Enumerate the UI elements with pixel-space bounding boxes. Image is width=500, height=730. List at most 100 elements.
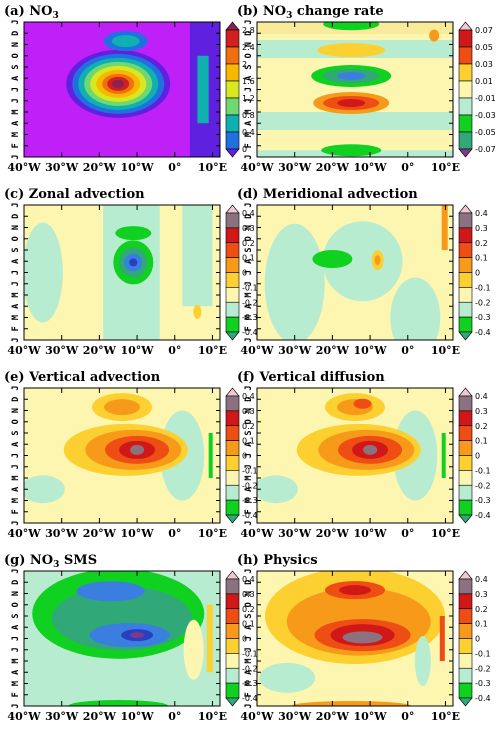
y-tick-label: O — [11, 419, 21, 424]
colorbar-box — [458, 131, 473, 150]
y-tick-label: J — [244, 464, 254, 469]
colorbar-box — [458, 638, 473, 654]
colorbar-h: 0.4 0.3 0.2 0.1 0 -0.1 -0.2 -0.3 -0.4 — [458, 570, 491, 707]
colorbar-label: -0.2 — [242, 298, 258, 307]
colorbar-label: 0.1 — [475, 437, 488, 446]
colorbar-label: -0.1 — [242, 649, 258, 658]
y-tick-label: J — [244, 636, 254, 641]
field-pos-east — [193, 304, 202, 319]
colorbar-label: -0.4 — [242, 694, 258, 703]
colorbar-triangle-top — [225, 387, 240, 397]
y-tick-label: D — [11, 31, 21, 36]
y-tick-label: M — [11, 681, 21, 686]
x-tick-label: 10°E — [431, 161, 460, 174]
panel-title-a: (a) NO3 — [4, 4, 59, 21]
field-central — [322, 221, 403, 302]
y-tick-label: M — [11, 292, 21, 297]
x-tick-label: 10°W — [353, 344, 387, 357]
x-tick-label: 10°W — [120, 344, 154, 357]
field-max-3 — [342, 631, 383, 644]
x-tick-label: 30°W — [45, 710, 79, 723]
colorbar-box — [458, 301, 473, 318]
field-pos-bottom — [291, 701, 412, 706]
colorbar-box — [458, 440, 473, 456]
field-west-low — [259, 662, 316, 693]
colorbar-triangle-top — [458, 21, 473, 31]
y-tick-label: A — [11, 487, 21, 492]
field-west — [24, 222, 63, 323]
x-tick-label: 30°W — [45, 161, 79, 174]
colorbar-label: 0.3 — [242, 590, 255, 599]
colorbar-box — [225, 470, 240, 486]
colorbar-box — [458, 212, 473, 229]
x-tick-label: 0° — [401, 344, 414, 357]
y-tick-label: D — [11, 214, 21, 219]
colorbar-label: -0.2 — [475, 481, 491, 490]
y-tick-label: J — [11, 87, 21, 92]
colorbar-box — [225, 316, 240, 333]
colorbar-label: -0.2 — [242, 664, 258, 673]
y-tick-label: J — [11, 636, 21, 641]
field-min — [312, 250, 353, 268]
y-tick-label: A — [11, 76, 21, 81]
colorbar-label: -0.03 — [475, 111, 496, 120]
colorbar-triangle-top — [225, 21, 240, 31]
colorbar-label: 0 — [475, 452, 480, 461]
colorbar-label: -0.1 — [475, 283, 491, 292]
y-tick-label: J — [244, 703, 254, 708]
panel-h: (h) Physics 40°W 30°W 20°W 10°W 0° 10°E J F M A M J J… — [237, 553, 491, 723]
colorbar-label: 0.4 — [242, 209, 255, 218]
field-east-edge — [441, 205, 448, 250]
y-tick-label: M — [11, 658, 21, 663]
field-min-4 — [129, 258, 138, 267]
y-tick-label: A — [11, 121, 21, 126]
title-text: (h) Physics — [237, 553, 318, 568]
panel-title-g: (g) NO3 SMS — [4, 553, 97, 570]
y-tick-label: J — [244, 337, 254, 342]
colorbar-label: 2 — [242, 60, 247, 69]
y-tick-label: A — [244, 442, 254, 447]
colorbar-f: 0.4 0.3 0.2 0.1 0 -0.1 -0.2 -0.3 -0.4 — [458, 387, 491, 524]
x-tick-label: 10°E — [431, 527, 460, 540]
colorbar-g: 0.4 0.3 0.2 0.1 0 -0.1 -0.2 -0.3 -0.4 — [225, 570, 258, 707]
y-tick-label: J — [244, 202, 254, 207]
colorbar-label: 0.4 — [475, 209, 488, 218]
panel-c: (c) Zonal advection 40°W 30°W 20°W 10°W 0° 10°… — [4, 187, 258, 357]
title-text: (d) Meridional advection — [237, 187, 418, 202]
y-tick-label: M — [244, 681, 254, 686]
y-tick-label: S — [11, 247, 21, 252]
colorbar-label: -0.07 — [475, 145, 496, 154]
colorbar-box — [225, 272, 240, 288]
colorbar-box — [225, 484, 240, 501]
colorbar-box — [225, 623, 240, 639]
x-tick-label: 0° — [401, 710, 414, 723]
panel-title-d: (d) Meridional advection — [237, 187, 418, 202]
y-tick-label: N — [244, 42, 254, 47]
colorbar-label: -0.01 — [475, 94, 496, 103]
y-tick-label: F — [11, 326, 21, 331]
colorbar-triangle-bottom — [225, 148, 240, 158]
colorbar-box — [225, 638, 240, 654]
colorbar-box — [458, 593, 473, 610]
field-d — [257, 205, 453, 340]
y-tick-label: O — [11, 53, 21, 58]
panel-b: (b) NO3 change rate 40°W 30°W 20°W 10°W 0° 10°… — [237, 4, 496, 174]
field-e — [24, 388, 220, 523]
colorbar-box — [225, 499, 240, 516]
colorbar-triangle-bottom — [225, 697, 240, 707]
x-tick-label: 10°W — [120, 161, 154, 174]
field-min-bottom — [321, 144, 382, 157]
y-tick-label: A — [244, 121, 254, 126]
y-tick-label: M — [244, 292, 254, 297]
colorbar-triangle-bottom — [458, 331, 473, 341]
colorbar-box — [458, 623, 473, 639]
colorbar-box — [225, 578, 240, 595]
colorbar-label: 0.3 — [475, 224, 488, 233]
panel-e: (e) Vertical advection 40°W 30°W 20°W 10°W 0°… — [4, 370, 258, 540]
colorbar-box — [458, 97, 473, 116]
y-tick-label: J — [244, 453, 254, 458]
x-tick-label: 10°W — [120, 710, 154, 723]
colorbar-box — [458, 455, 473, 471]
y-tick-label: A — [11, 670, 21, 675]
colorbar-label: 0.1 — [242, 620, 255, 629]
